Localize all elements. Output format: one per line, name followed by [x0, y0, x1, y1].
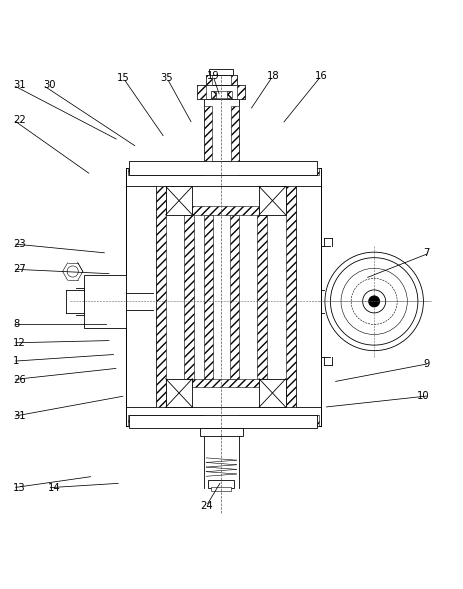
Text: 30: 30: [43, 80, 55, 90]
Bar: [239, 415, 319, 426]
Bar: [209, 70, 233, 75]
Bar: [128, 415, 204, 426]
Bar: [206, 75, 212, 85]
Bar: [259, 379, 286, 407]
Text: 10: 10: [417, 391, 429, 401]
Bar: [211, 91, 216, 98]
Bar: [197, 85, 245, 99]
Bar: [204, 215, 213, 379]
Text: 8: 8: [13, 319, 19, 329]
Text: 27: 27: [13, 264, 25, 274]
Bar: [237, 85, 245, 99]
Bar: [125, 168, 321, 426]
Text: 35: 35: [161, 73, 173, 83]
Bar: [166, 186, 193, 215]
Bar: [231, 75, 237, 85]
Text: 31: 31: [13, 412, 25, 422]
Bar: [129, 415, 317, 428]
Bar: [259, 186, 286, 215]
Bar: [227, 91, 232, 98]
Text: 1: 1: [13, 356, 19, 366]
Bar: [206, 75, 237, 85]
Text: 15: 15: [117, 73, 130, 83]
Text: 9: 9: [423, 359, 429, 369]
Bar: [128, 168, 204, 175]
Bar: [257, 215, 268, 379]
Text: 7: 7: [423, 248, 429, 258]
Bar: [239, 168, 319, 175]
Bar: [166, 379, 193, 407]
Text: 13: 13: [13, 483, 25, 493]
Bar: [193, 379, 259, 388]
Text: 24: 24: [200, 501, 213, 511]
Text: 31: 31: [13, 80, 25, 90]
Bar: [200, 428, 243, 436]
Text: 16: 16: [315, 71, 328, 81]
Bar: [286, 186, 296, 407]
Text: 22: 22: [13, 115, 25, 125]
Bar: [197, 85, 206, 99]
Text: 14: 14: [47, 483, 60, 493]
Bar: [211, 487, 232, 491]
Bar: [156, 186, 296, 407]
Text: 18: 18: [267, 71, 279, 81]
Bar: [231, 106, 239, 161]
Bar: [129, 161, 317, 175]
Bar: [84, 274, 125, 328]
Text: 12: 12: [13, 338, 25, 348]
Text: 26: 26: [13, 375, 25, 385]
Bar: [230, 215, 239, 379]
Text: 23: 23: [13, 239, 25, 249]
Bar: [208, 479, 234, 488]
Bar: [193, 206, 259, 215]
Bar: [156, 186, 166, 407]
Text: 19: 19: [206, 71, 219, 81]
Bar: [204, 106, 212, 161]
Circle shape: [369, 296, 380, 307]
Bar: [211, 91, 232, 98]
Bar: [184, 215, 194, 379]
